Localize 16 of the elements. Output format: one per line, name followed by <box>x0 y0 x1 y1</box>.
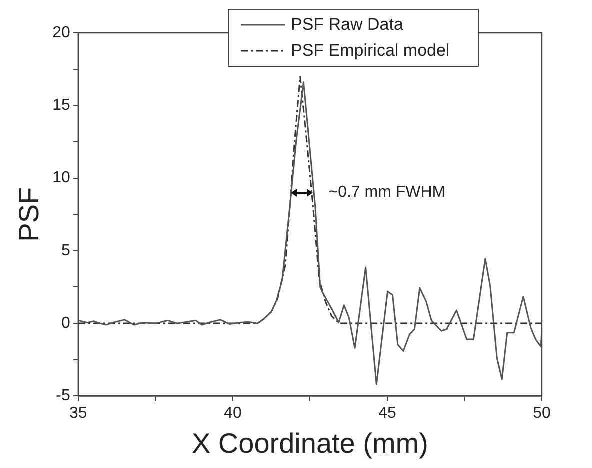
y-tick-label: -5 <box>56 388 70 405</box>
x-tick-label: 40 <box>224 405 242 422</box>
x-tick-label: 35 <box>70 405 88 422</box>
legend-label: PSF Empirical model <box>291 41 450 60</box>
line-series <box>78 76 542 324</box>
y-tick-label: 0 <box>61 314 70 332</box>
y-tick-label: 5 <box>61 242 70 260</box>
y-axis-title: PSF <box>14 187 45 242</box>
x-axis-title: X Coordinate (mm) <box>192 428 428 459</box>
y-tick-label: 15 <box>52 97 70 114</box>
x-tick-label: 45 <box>378 405 396 422</box>
annotation: ~0.7 mm FWHM <box>328 184 446 202</box>
y-tick-label: 20 <box>52 24 70 42</box>
x-tick-label: 50 <box>533 405 551 422</box>
legend-label: PSF Raw Data <box>291 15 404 34</box>
y-tick-label: 10 <box>52 170 70 187</box>
